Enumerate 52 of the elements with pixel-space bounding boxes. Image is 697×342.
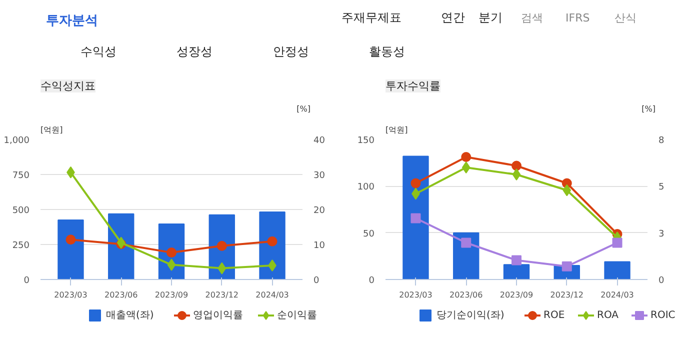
y2-tick-label: 3 [658,229,664,240]
y-tick-label: 250 [12,241,30,251]
y-tick-label: 100 [357,182,375,193]
text: 산식 [614,12,636,24]
y2-tick-label: 5 [658,182,664,193]
y-tick-label: 1,000 [4,136,30,146]
x-tick-label: 2023/12 [205,290,238,300]
legend-label: ROA [597,310,619,321]
x-tick-label: 2023/12 [550,290,584,300]
legend-label: 영업이익률 [193,310,243,321]
y2-tick-label: 0 [314,276,320,286]
y-tick-label: 500 [12,206,30,216]
x-tick-label: 2023/06 [450,290,483,300]
x-tick-label: 2024/03 [600,290,634,300]
y2-tick-label: 40 [314,136,326,146]
text: 수익성 [80,44,117,58]
text: 검색 [521,12,544,24]
x-tick-label: 2023/09 [500,290,534,300]
y-tick-label: 750 [12,171,30,181]
y2-tick-label: 20 [314,206,326,216]
text: 성장성 [176,44,213,58]
y2-axis-title: [%] [642,104,656,114]
legend-label: 매출액(좌) [106,310,154,321]
legend-label: ROE [544,310,565,321]
chart-title: 수익성지표 [40,80,96,92]
legend-label: 당기순이익(좌) [436,310,504,321]
text: 연간 [440,10,465,24]
y2-tick-label: 8 [658,136,664,146]
text: 활동성 [368,44,405,58]
y2-axis-title: [%] [296,104,310,114]
text: 주재무제표 [341,10,402,24]
y-axis-title: [억원] [386,126,408,134]
y2-tick-label: 30 [314,171,326,181]
x-tick-label: 2023/06 [104,290,138,300]
text: 안정성 [272,44,309,58]
y2-tick-label: 0 [658,276,664,286]
x-tick-label: 2023/03 [399,290,432,300]
legend-label: 순이익률 [277,310,317,321]
y-axis-title: [억원] [40,126,63,134]
text: 분기 [478,10,502,24]
text: 투자분석 [46,14,98,28]
text: IFRS [566,12,590,24]
y-tick-label: 0 [368,276,375,286]
y2-tick-label: 10 [314,241,326,251]
chart-title: 투자수익률 [386,80,440,92]
x-tick-label: 2023/09 [154,290,188,300]
legend-label: ROIC [650,310,676,321]
x-tick-label: 2023/03 [54,290,88,300]
y-tick-label: 50 [363,229,375,240]
y-tick-label: 0 [24,276,30,286]
y-tick-label: 150 [357,136,375,146]
x-tick-label: 2024/03 [256,290,289,300]
